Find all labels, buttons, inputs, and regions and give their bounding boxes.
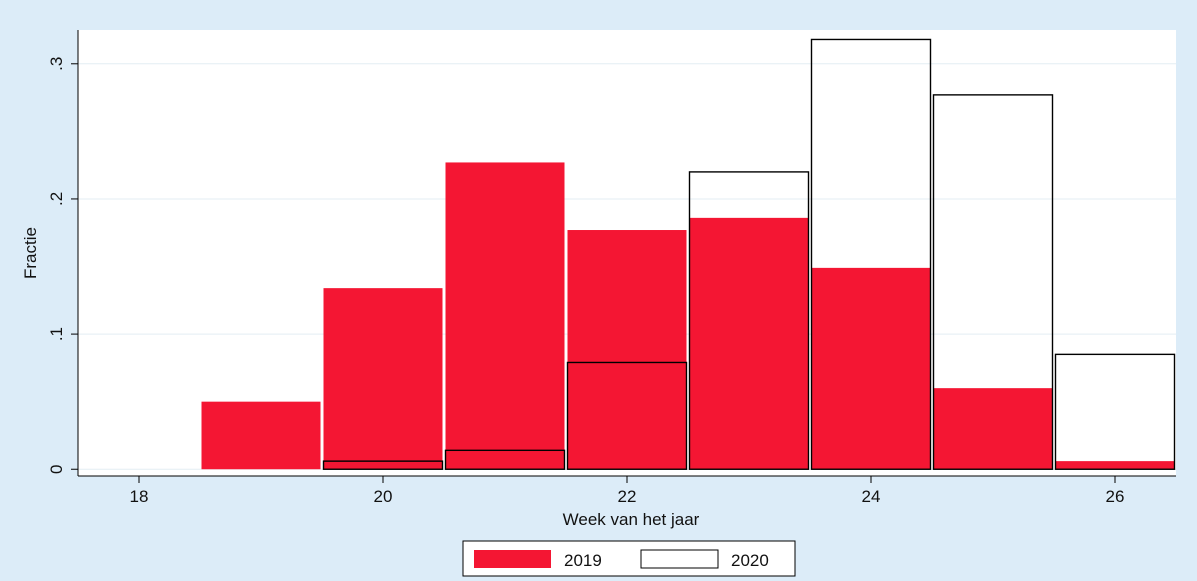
bar-2020-week-22 bbox=[566, 361, 688, 470]
legend: 2019 2020 bbox=[462, 540, 796, 577]
y-tick-label-2: .2 bbox=[47, 192, 66, 206]
y-tick-label-1: .1 bbox=[47, 327, 66, 341]
bar-2020-week-23 bbox=[688, 171, 810, 470]
legend-swatch-2019 bbox=[474, 550, 551, 568]
bar-2019-week-23 bbox=[689, 217, 809, 470]
bar-2020-week-26 bbox=[1054, 353, 1176, 470]
bar-2020-week-24 bbox=[810, 38, 932, 470]
legend-swatch-2020 bbox=[640, 549, 719, 569]
series-2020-bars bbox=[322, 38, 1176, 470]
bar-2019-week-19 bbox=[201, 401, 321, 470]
legend-label-2019: 2019 bbox=[564, 551, 602, 570]
x-tick-label-18: 18 bbox=[130, 487, 149, 506]
y-axis-ticks: 0 .1 .2 .3 bbox=[47, 57, 78, 474]
bar-2020-week-21 bbox=[444, 449, 566, 470]
bar-2019-week-20 bbox=[323, 288, 443, 470]
bar-2019-week-21 bbox=[445, 162, 565, 470]
bar-2020-week-20 bbox=[322, 460, 444, 470]
bar-2019-week-26 bbox=[1055, 461, 1175, 470]
series-2019-bars bbox=[201, 162, 1175, 470]
bar-2019-week-22 bbox=[567, 230, 687, 470]
x-axis-title: Week van het jaar bbox=[563, 510, 700, 529]
x-axis-ticks: 18 20 22 24 26 bbox=[130, 476, 1125, 506]
y-tick-label-3: .3 bbox=[47, 57, 66, 71]
y-tick-label-0: 0 bbox=[47, 465, 66, 474]
x-tick-label-26: 26 bbox=[1106, 487, 1125, 506]
bar-2019-week-24 bbox=[811, 267, 931, 470]
bar-2019-week-25 bbox=[933, 388, 1053, 470]
legend-label-2020: 2020 bbox=[731, 551, 769, 570]
bar-2020-week-25 bbox=[932, 94, 1054, 470]
y-axis-title: Fractie bbox=[21, 227, 40, 279]
x-tick-label-24: 24 bbox=[862, 487, 881, 506]
x-tick-label-20: 20 bbox=[374, 487, 393, 506]
x-tick-label-22: 22 bbox=[618, 487, 637, 506]
